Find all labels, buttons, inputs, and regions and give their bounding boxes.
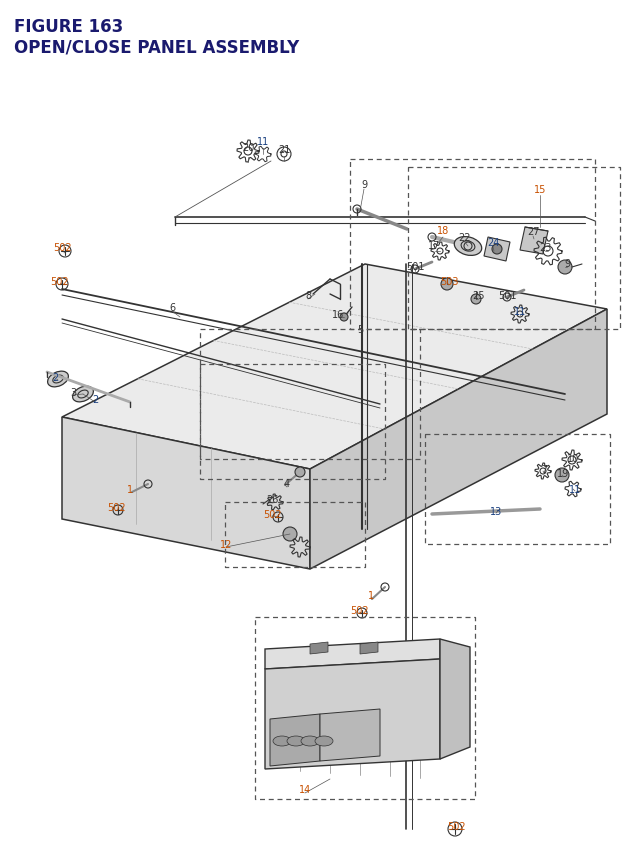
- Circle shape: [441, 279, 453, 291]
- Text: 23: 23: [539, 243, 551, 253]
- Text: 14: 14: [299, 784, 311, 794]
- Text: 502: 502: [107, 503, 125, 512]
- Text: 501: 501: [498, 291, 516, 300]
- Polygon shape: [310, 310, 607, 569]
- Text: 16: 16: [332, 310, 344, 319]
- Polygon shape: [440, 639, 470, 759]
- Text: FIGURE 163: FIGURE 163: [14, 18, 124, 36]
- Text: 26: 26: [266, 494, 278, 505]
- Ellipse shape: [273, 736, 291, 746]
- Polygon shape: [265, 660, 440, 769]
- Text: 3: 3: [70, 387, 76, 398]
- Circle shape: [492, 245, 502, 255]
- Text: 4: 4: [284, 479, 290, 488]
- Text: 503: 503: [440, 276, 458, 287]
- Text: 2: 2: [92, 394, 98, 405]
- Polygon shape: [310, 642, 328, 654]
- Text: 502: 502: [50, 276, 68, 287]
- Text: 25: 25: [472, 291, 484, 300]
- Ellipse shape: [72, 387, 93, 402]
- Text: 24: 24: [487, 238, 499, 248]
- Text: 2: 2: [52, 373, 58, 382]
- Polygon shape: [265, 639, 440, 669]
- Text: 15: 15: [534, 185, 546, 195]
- Ellipse shape: [454, 238, 482, 256]
- Text: 502: 502: [447, 821, 465, 831]
- Text: 8: 8: [305, 291, 311, 300]
- Text: 22: 22: [458, 232, 470, 243]
- Text: 27: 27: [527, 226, 540, 237]
- Text: 1: 1: [127, 485, 133, 494]
- Text: 501: 501: [406, 262, 424, 272]
- Text: 502: 502: [52, 243, 71, 253]
- Text: 11: 11: [569, 485, 581, 494]
- Text: 9: 9: [564, 258, 570, 269]
- Ellipse shape: [47, 372, 68, 387]
- Text: 502: 502: [262, 510, 282, 519]
- Polygon shape: [320, 709, 380, 761]
- Text: 10: 10: [567, 454, 579, 463]
- Text: 5: 5: [357, 325, 363, 335]
- Circle shape: [555, 468, 569, 482]
- Circle shape: [295, 468, 305, 478]
- Circle shape: [471, 294, 481, 305]
- Text: 9: 9: [361, 180, 367, 189]
- Ellipse shape: [287, 736, 305, 746]
- Polygon shape: [62, 264, 607, 469]
- Text: 17: 17: [428, 241, 440, 251]
- Text: 11: 11: [257, 137, 269, 147]
- Polygon shape: [360, 642, 378, 654]
- Text: 502: 502: [349, 605, 368, 616]
- Text: OPEN/CLOSE PANEL ASSEMBLY: OPEN/CLOSE PANEL ASSEMBLY: [14, 38, 300, 56]
- Circle shape: [558, 261, 572, 275]
- Text: 20: 20: [242, 143, 254, 152]
- Polygon shape: [520, 228, 548, 255]
- Polygon shape: [484, 238, 510, 262]
- Text: 19: 19: [557, 468, 569, 479]
- Ellipse shape: [315, 736, 333, 746]
- Ellipse shape: [301, 736, 319, 746]
- Text: 1: 1: [368, 591, 374, 600]
- Text: 21: 21: [278, 145, 290, 155]
- Text: 7: 7: [541, 464, 547, 474]
- Text: 12: 12: [220, 539, 232, 549]
- Text: 6: 6: [169, 303, 175, 313]
- Text: 11: 11: [514, 307, 526, 317]
- Polygon shape: [62, 418, 310, 569]
- Circle shape: [340, 313, 348, 322]
- Polygon shape: [270, 714, 320, 766]
- Text: 18: 18: [437, 226, 449, 236]
- Circle shape: [283, 528, 297, 542]
- Text: 13: 13: [490, 506, 502, 517]
